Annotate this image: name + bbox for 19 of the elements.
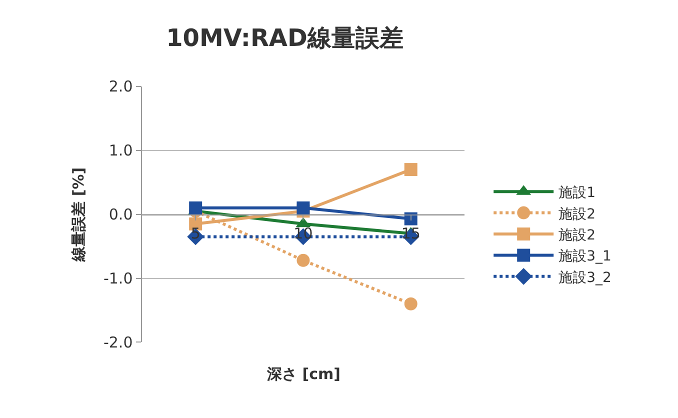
chart-title: 10MV:RAD線量誤差 <box>166 24 404 52</box>
legend-label: 施設3_2 <box>558 270 612 286</box>
legend-label: 施設2 <box>558 227 596 244</box>
x-axis-title: 深さ [cm] <box>266 365 340 383</box>
point <box>404 163 418 176</box>
point <box>296 254 310 267</box>
y-tick-label: -1.0 <box>103 270 133 288</box>
point <box>404 212 418 226</box>
y-tick-label: 1.0 <box>108 142 133 160</box>
x-tick-label: 5 <box>190 224 200 242</box>
point <box>404 297 418 310</box>
y-tick-label: 2.0 <box>108 78 133 96</box>
y-tick-label: 0.0 <box>108 206 133 224</box>
legend-label: 施設2 <box>558 206 596 222</box>
point <box>296 201 310 214</box>
y-axis-title: 線量誤差 [%] <box>70 167 88 262</box>
y-tick-label: -2.0 <box>103 333 133 352</box>
legend-label: 施設3_1 <box>558 248 612 265</box>
legend-label: 施設1 <box>558 185 596 202</box>
